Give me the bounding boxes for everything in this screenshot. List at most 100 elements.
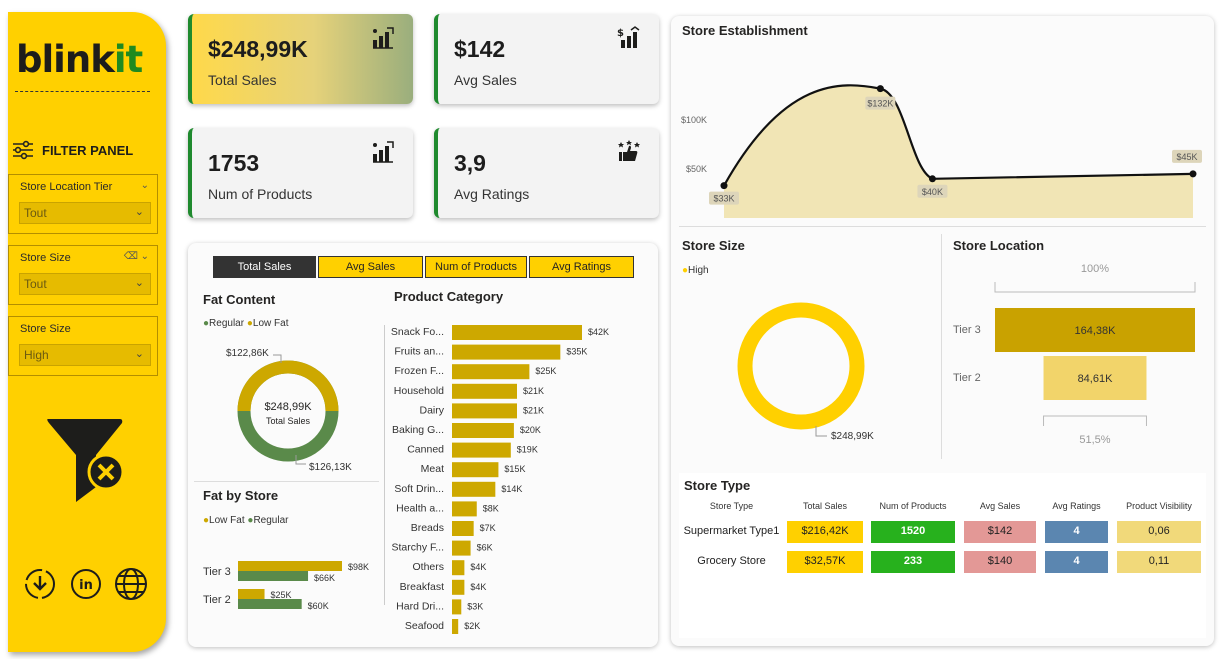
kpi-avg-sales: $142 Avg Sales $ — [434, 14, 659, 104]
tab-avg-sales[interactable]: Avg Sales — [318, 256, 423, 278]
table-header-cell[interactable]: Product Visibility — [1126, 501, 1192, 511]
kpi-label: Avg Sales — [454, 72, 517, 88]
divider — [194, 481, 379, 482]
tab-total-sales[interactable]: Total Sales — [213, 256, 316, 278]
category-value-label: $3K — [467, 601, 483, 611]
legend-dot: ● — [682, 265, 689, 276]
funnel-bar[interactable] — [995, 308, 1195, 352]
chevron-down-icon[interactable]: ⌄ — [140, 180, 149, 191]
linkedin-icon[interactable]: in — [70, 568, 102, 600]
category-bar[interactable] — [452, 599, 462, 615]
table-header-cell[interactable]: Store Type — [709, 501, 754, 511]
filter-store-location-tier[interactable]: Store Location Tier ⌄ Tout ⌄ — [8, 174, 158, 234]
table-header-cell[interactable]: Avg Ratings — [1052, 501, 1101, 511]
leader-line — [815, 426, 827, 437]
category-value-label: $19K — [517, 445, 538, 455]
donut-ring — [737, 302, 865, 430]
category-label: Dairy — [419, 404, 444, 416]
category-bar[interactable] — [452, 383, 517, 399]
category-bar[interactable] — [452, 521, 474, 536]
category-label: Breads — [411, 522, 444, 534]
kpi-label: Avg Ratings — [454, 186, 530, 202]
filter-panel-title: FILTER PANEL — [12, 140, 133, 160]
funnel-bar[interactable] — [1043, 356, 1147, 400]
point-label-bg — [865, 96, 896, 110]
regular-value-label: $60K — [308, 601, 329, 611]
category-bar[interactable] — [452, 403, 517, 419]
clear-filter-icon[interactable] — [46, 417, 131, 507]
category-bar[interactable] — [452, 579, 465, 595]
line-point[interactable] — [876, 85, 884, 93]
filter-store-size[interactable]: Store Size ⌫ ⌄ Tout ⌄ — [8, 245, 158, 305]
category-label: Seafood — [405, 620, 444, 632]
eraser-icon[interactable]: ⌫ ⌄ — [123, 251, 149, 262]
store-size-value-label: $248,99K — [831, 431, 874, 442]
product-category-chart: Snack Fo... $42K Fruits an... $35K Frozen F.… — [391, 325, 609, 634]
line-area-fill — [724, 85, 1193, 219]
category-value-label: $21K — [523, 405, 544, 415]
filter-select[interactable]: Tout ⌄ — [19, 273, 151, 295]
table-header-cell[interactable]: Avg Sales — [979, 501, 1021, 511]
filter-select[interactable]: Tout ⌄ — [19, 202, 151, 224]
category-bar[interactable] — [452, 442, 511, 458]
download-icon[interactable] — [24, 568, 56, 600]
point-value-label: $45K — [1176, 152, 1197, 162]
category-label: Canned — [407, 444, 444, 456]
fat-by-store-legend: ●Low Fat ●Regular — [203, 515, 289, 526]
table-cell: $142 — [964, 521, 1036, 543]
kpi-avg-ratings: 3,9 Avg Ratings — [434, 128, 659, 218]
dropdown-arrow-icon: ⌄ — [134, 348, 144, 360]
thumbs-up-stars-icon — [618, 140, 640, 161]
category-bar[interactable] — [452, 423, 514, 438]
category-value-label: $4K — [470, 582, 486, 592]
regular-bar[interactable] — [238, 599, 302, 609]
filter-select[interactable]: High ⌄ — [19, 344, 151, 366]
table-header-cell[interactable]: Total Sales — [802, 501, 848, 511]
line-point[interactable] — [1189, 170, 1197, 178]
store-location-title: Store Location — [953, 238, 1045, 253]
point-label-bg — [709, 191, 739, 205]
table-cell: 233 — [871, 551, 955, 573]
line-point[interactable] — [928, 175, 936, 183]
fat-by-store-title: Fat by Store — [203, 488, 279, 503]
low-fat-bar[interactable] — [238, 589, 265, 599]
category-bar[interactable] — [452, 325, 582, 340]
fat-content-label-top: $122,86K — [226, 348, 269, 359]
category-label: Fruits an... — [394, 346, 444, 358]
category-bar[interactable] — [452, 501, 477, 517]
fat-content-legend: ●Regular ●Low Fat — [203, 318, 289, 329]
fat-content-title: Fat Content — [203, 292, 276, 307]
category-bar[interactable] — [452, 540, 471, 556]
category-bar[interactable] — [452, 344, 561, 360]
regular-bar[interactable] — [238, 571, 309, 581]
store-establishment-chart: $100K$50K20122014201620182020$33K$132K$4… — [681, 84, 1202, 219]
tab-avg-ratings[interactable]: Avg Ratings — [529, 256, 634, 278]
category-bar[interactable] — [452, 560, 465, 576]
line-point[interactable] — [720, 182, 728, 190]
point-value-label: $132K — [867, 99, 893, 109]
category-bar[interactable] — [452, 364, 530, 380]
y-tick-label: $100K — [681, 115, 707, 125]
point-label-bg — [1172, 149, 1202, 163]
table-header-cell[interactable]: Num of Products — [879, 501, 947, 511]
tab-num-products[interactable]: Num of Products — [425, 256, 527, 278]
globe-icon[interactable] — [114, 567, 148, 601]
tier-label: Tier 3 — [203, 566, 231, 578]
sales-breakdown-panel: Total Sales Avg Sales Num of Products Av… — [188, 243, 658, 647]
dropdown-arrow-icon: ⌄ — [134, 206, 144, 218]
filter-store-size-2[interactable]: Store Size High ⌄ — [8, 316, 158, 376]
brand-logo: blinkit — [16, 38, 143, 81]
funnel-tier-label: Tier 3 — [953, 324, 981, 336]
category-bar[interactable] — [452, 619, 459, 634]
leader-line — [273, 354, 282, 363]
category-bar[interactable] — [452, 481, 496, 497]
category-bar[interactable] — [452, 462, 499, 478]
table-cell: $140 — [964, 551, 1036, 573]
category-value-label: $4K — [470, 562, 486, 572]
legend-dot: ● — [203, 515, 210, 526]
low-fat-bar[interactable] — [238, 561, 342, 571]
store-location-top-pct: 100% — [1080, 263, 1110, 275]
table-cell: 0,11 — [1117, 551, 1201, 573]
kpi-value: $248,99K — [208, 36, 308, 62]
legend-dot: ● — [247, 515, 254, 526]
